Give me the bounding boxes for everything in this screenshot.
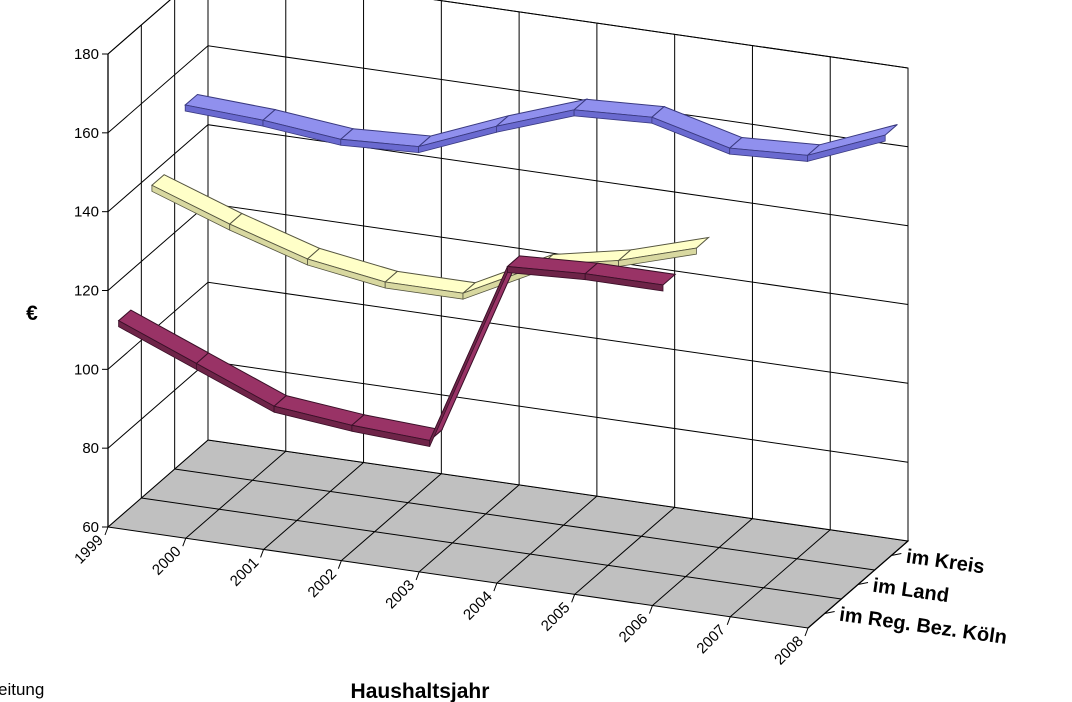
series-ribbons [117,93,898,447]
x-tick-label: 1999 [71,532,107,568]
x-tick-label: 2004 [460,588,496,624]
depth-tick-mark [891,553,902,556]
x-tick-label: 2005 [538,599,574,635]
x-tick-mark [493,582,498,592]
floor-gridline [496,495,598,584]
x-tick-mark [104,526,109,536]
x-tick-mark [415,571,420,581]
floor-gridline [729,529,831,618]
x-tick-mark [571,594,576,603]
y-axis-title: € [26,302,38,325]
depth-axis-line [807,540,909,629]
y-tick-label: 60 [82,519,99,536]
floor-gridline [141,497,842,600]
series-label: im Reg. Bez. Köln [838,604,1008,649]
x-tick-label: 2000 [149,543,185,579]
depth-tick-mark [824,611,835,614]
floor-gridline [174,468,875,571]
y-tick-label: 120 [74,283,99,300]
ribbon-edge [807,134,886,162]
y-tick-label: 180 [74,46,99,63]
x-tick-mark [337,560,342,569]
x-tick-mark [648,605,653,614]
x-axis-title: Haushaltsjahr [351,680,490,702]
x-tick-label: 2003 [382,577,418,613]
floor-gridline [263,462,364,550]
series-0-ribbon [184,93,898,162]
y-tick-label: 160 [74,125,99,142]
x-tick-mark [804,627,809,637]
y-tick-label: 80 [82,440,99,457]
series-label: im Kreis [905,546,986,579]
x-tick-mark [726,616,731,625]
floor-gridline [185,450,287,539]
series-2-ribbon [117,255,677,447]
left-wall [107,0,209,529]
ribbon-edge [618,247,697,267]
ribbon-edge [584,273,664,292]
x-tick-label: 2007 [693,622,729,658]
y-tick-label: 100 [74,361,99,378]
x-tick-mark [182,538,187,547]
floor-gridline [418,484,520,573]
series-label: im Land [871,575,950,607]
x-tick-label: 2006 [616,610,652,646]
depth-tick-mark [857,582,869,585]
x-tick-label: 2008 [771,633,807,669]
x-tick-label: 2002 [305,565,341,601]
floor-gridline [341,473,442,562]
floor-gridline [574,506,675,595]
floor-gridline [652,518,753,606]
x-tick-label: 2001 [227,554,263,590]
y-tick-label: 140 [74,204,99,221]
x-tick-mark [260,549,265,558]
footer-text-fragment: eitung [0,680,45,699]
